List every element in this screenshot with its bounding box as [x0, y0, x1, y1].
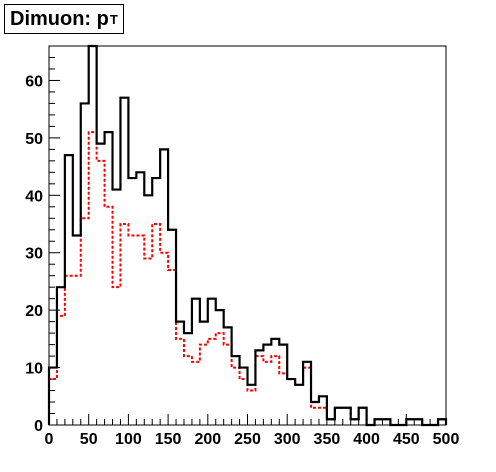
x-tick-label: 0: [45, 431, 54, 448]
x-tick-label: 100: [115, 431, 142, 448]
y-tick-label: 60: [25, 73, 43, 90]
x-tick-label: 150: [155, 431, 182, 448]
x-tick-label: 200: [194, 431, 221, 448]
x-tick-label: 300: [274, 431, 301, 448]
chart-title-text: Dimuon: p: [10, 7, 109, 30]
axis-ticks: [48, 45, 447, 426]
x-tick-label: 50: [80, 431, 98, 448]
x-tick-label: 500: [433, 431, 460, 448]
x-tick-labels: 0 50 100 150 200 250 300 350 400 450 500: [45, 431, 460, 448]
series-layer: [47, 44, 448, 427]
y-tick-label: 10: [25, 361, 43, 378]
y-tick-label: 30: [25, 246, 43, 263]
x-tick-label: 350: [314, 431, 341, 448]
x-tick-label: 400: [353, 431, 380, 448]
y-tick-label: 50: [25, 131, 43, 148]
x-tick-label: 250: [234, 431, 261, 448]
y-tick-label: 40: [25, 188, 43, 205]
histogram-solid-black-series: [47, 44, 448, 427]
y-tick-label: 0: [34, 418, 43, 435]
y-tick-label: 20: [25, 303, 43, 320]
x-tick-label: 450: [393, 431, 420, 448]
y-tick-labels: 0 10 20 30 40 50 60: [25, 73, 43, 435]
chart-title-subscript: T: [109, 11, 118, 27]
